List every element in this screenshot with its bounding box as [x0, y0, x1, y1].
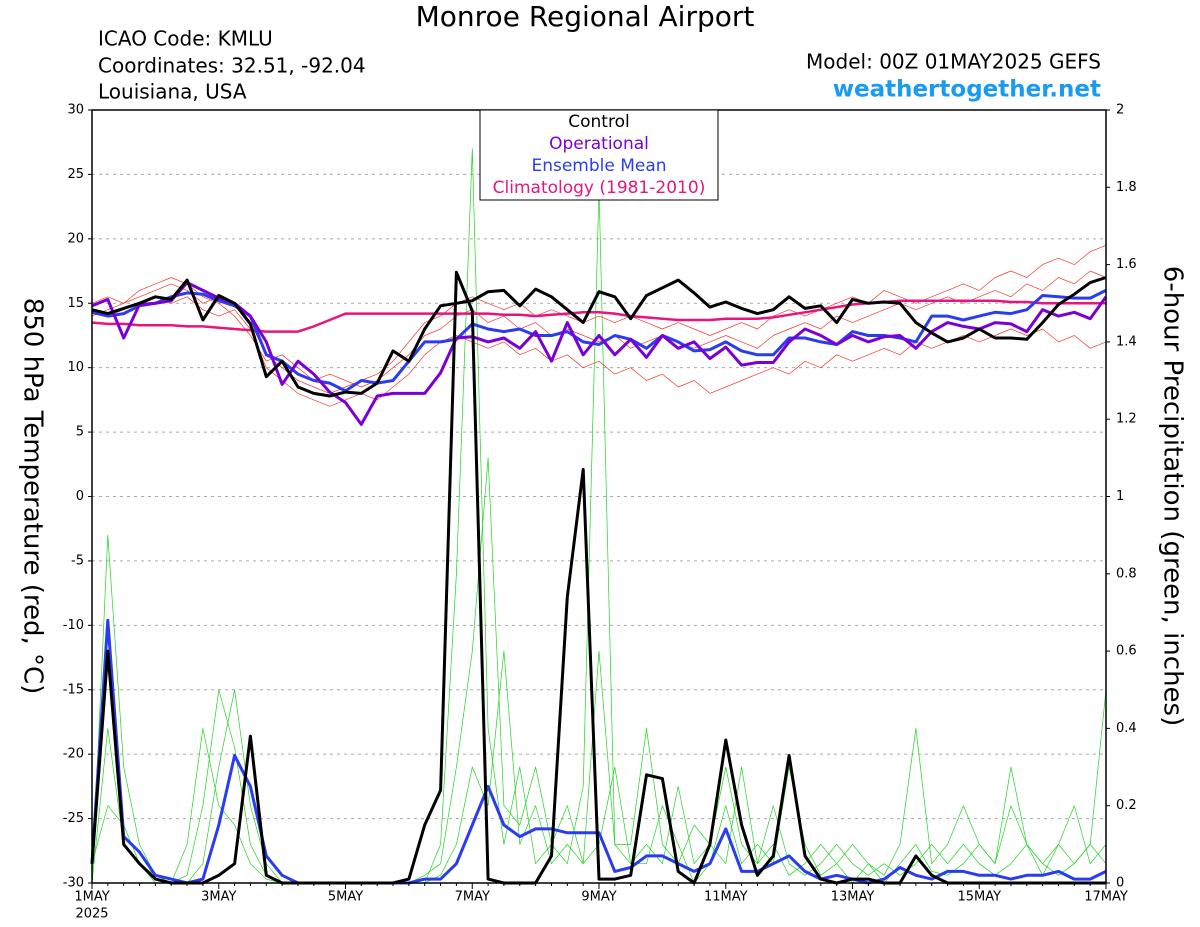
x-tick-label: 3MAY: [201, 890, 236, 905]
y-tick-label: 20: [67, 231, 84, 246]
legend-entry: Operational: [549, 134, 649, 154]
y2-tick-label: 1: [1116, 489, 1124, 504]
y-tick-label: 0: [76, 489, 84, 504]
x-tick-label: 17MAY: [1084, 890, 1128, 905]
y-tick-label: -5: [71, 553, 84, 568]
y2-tick-label: 0.8: [1116, 566, 1137, 581]
legend-entry: Control: [568, 112, 629, 132]
y2-tick-label: 1.4: [1116, 334, 1137, 349]
y2-tick-label: 1.2: [1116, 412, 1137, 427]
y2-tick-label: 0.6: [1116, 644, 1137, 659]
member-line: [91, 148, 1107, 884]
series-line: [91, 289, 1107, 393]
x-tick-label: 1MAY: [74, 890, 109, 905]
legend-box: [479, 109, 719, 201]
y2-tick-label: 0.2: [1116, 798, 1137, 813]
station-info: ICAO Code: KMLU: [98, 27, 273, 51]
y-tick-label: -20: [63, 747, 84, 762]
y-tick-label: 10: [67, 360, 84, 375]
y2-tick-label: 0.4: [1116, 721, 1137, 736]
y-axis-title: 850 hPa Temperature (red, °C): [18, 298, 48, 695]
y-tick-label: 25: [67, 167, 84, 182]
y-tick-label: -15: [63, 682, 84, 697]
x-tick-label: 13MAY: [831, 890, 875, 905]
website: weathertogether.net: [833, 77, 1101, 103]
y-tick-label: 15: [67, 296, 84, 311]
series-line: [90, 270, 1106, 885]
x-sublabel: 2025: [75, 907, 108, 922]
legend-entry: Climatology (1981-2010): [493, 178, 706, 198]
y2-tick-label: 1.8: [1116, 180, 1137, 195]
y-tick-label: -10: [63, 618, 84, 633]
series-line: [91, 281, 1108, 426]
member-line: [91, 244, 1107, 394]
series-line: [91, 276, 1107, 398]
legend-entry: Ensemble Mean: [531, 156, 666, 176]
y2-tick-label: 2: [1116, 103, 1124, 118]
y2-tick-label: 0: [1116, 876, 1124, 891]
y-tick-label: -25: [63, 811, 84, 826]
y2-tick-label: 1.6: [1116, 257, 1137, 272]
y-tick-label: -30: [63, 876, 84, 891]
plot-area: [90, 109, 1108, 885]
x-tick-label: 7MAY: [455, 890, 490, 905]
x-tick-label: 15MAY: [957, 890, 1001, 905]
station-info: Louisiana, USA: [98, 80, 247, 104]
station-info: Coordinates: 32.51, -92.04: [98, 54, 366, 78]
chart-title: Monroe Regional Airport: [416, 0, 755, 33]
model-info: Model: 00Z 01MAY2025 GEFS: [806, 50, 1101, 74]
x-tick-label: 9MAY: [581, 890, 616, 905]
y-tick-label: 5: [76, 425, 84, 440]
x-tick-label: 5MAY: [328, 890, 363, 905]
y2-axis-title: 6-hour Precipitation (green, inches): [1158, 266, 1188, 726]
y-tick-label: 30: [67, 103, 84, 118]
x-tick-label: 11MAY: [704, 890, 748, 905]
